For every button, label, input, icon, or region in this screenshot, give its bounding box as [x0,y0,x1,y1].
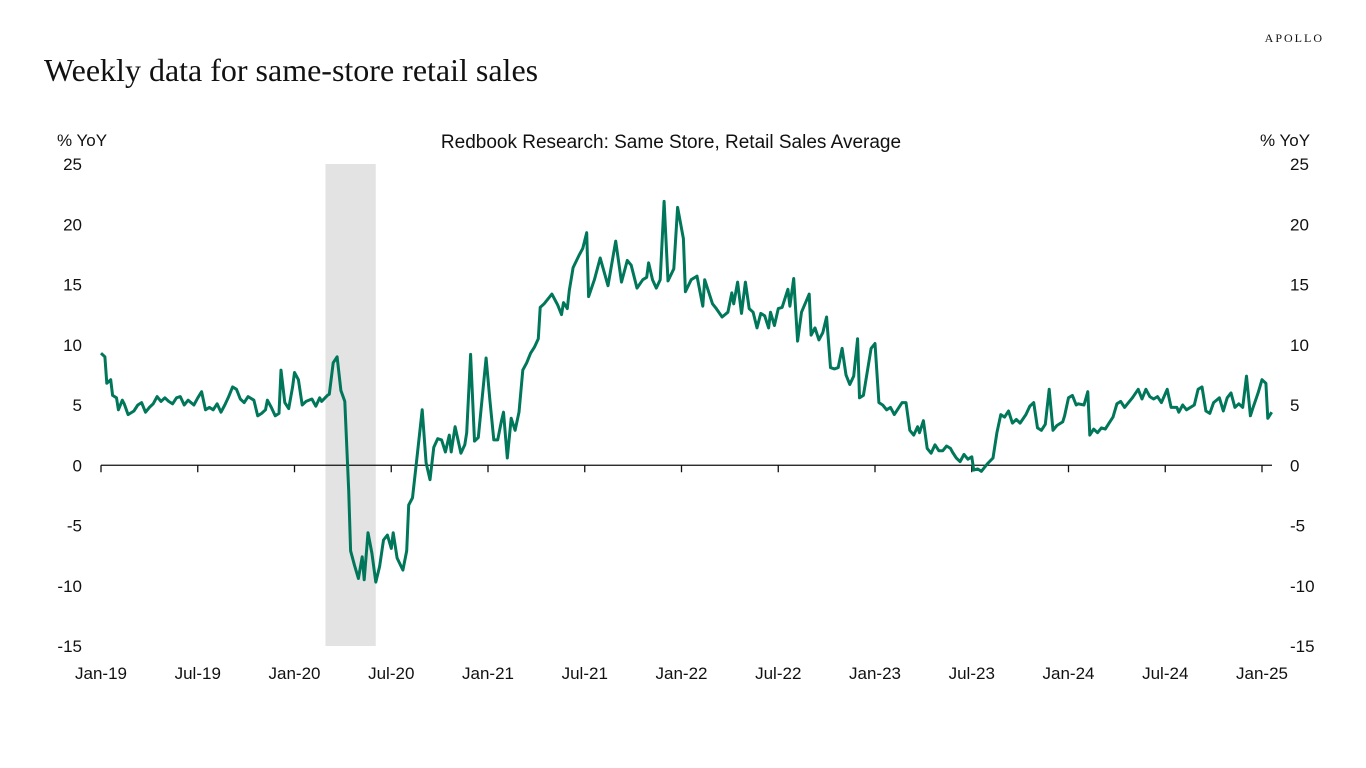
y-tick-label-left: -15 [57,637,82,656]
x-tick-label: Jul-20 [368,664,414,683]
y-tick-label-right: 20 [1290,215,1309,234]
y-tick-label-left: 15 [63,276,82,295]
x-tick-label: Jan-19 [75,664,127,683]
y-tick-label-right: 0 [1290,456,1299,475]
x-tick-label: Jan-24 [1043,664,1095,683]
apollo-logo: APOLLO [1264,31,1324,45]
y-tick-label-left: 0 [73,456,82,475]
y-tick-label-left: 25 [63,155,82,174]
x-tick-label: Jan-23 [849,664,901,683]
x-tick-label: Jan-25 [1236,664,1288,683]
y-tick-label-right: 10 [1290,336,1309,355]
y-tick-label-left: -10 [57,577,82,596]
y-tick-label-right: -10 [1290,577,1315,596]
page-title: Weekly data for same-store retail sales [44,52,539,88]
y-tick-label-right: -15 [1290,637,1315,656]
x-tick-label: Jan-20 [269,664,321,683]
y-axis-label-left: % YoY [57,131,107,150]
y-axis-label-right: % YoY [1260,131,1310,150]
y-tick-label-left: 20 [63,215,82,234]
y-tick-label-right: 25 [1290,155,1309,174]
x-tick-label: Jan-21 [462,664,514,683]
recession-shading [325,164,376,646]
chart-title: Redbook Research: Same Store, Retail Sal… [441,132,901,153]
x-tick-label: Jan-22 [656,664,708,683]
x-tick-label: Jul-22 [755,664,801,683]
x-tick-label: Jul-24 [1142,664,1188,683]
y-tick-label-right: 5 [1290,396,1299,415]
x-tick-label: Jul-19 [175,664,221,683]
y-tick-label-right: 15 [1290,276,1309,295]
x-tick-label: Jul-21 [562,664,608,683]
y-tick-label-left: 10 [63,336,82,355]
series-line [99,199,1273,584]
y-tick-label-left: -5 [67,517,82,536]
y-tick-label-right: -5 [1290,517,1305,536]
x-tick-label: Jul-23 [949,664,995,683]
y-tick-label-left: 5 [73,396,82,415]
